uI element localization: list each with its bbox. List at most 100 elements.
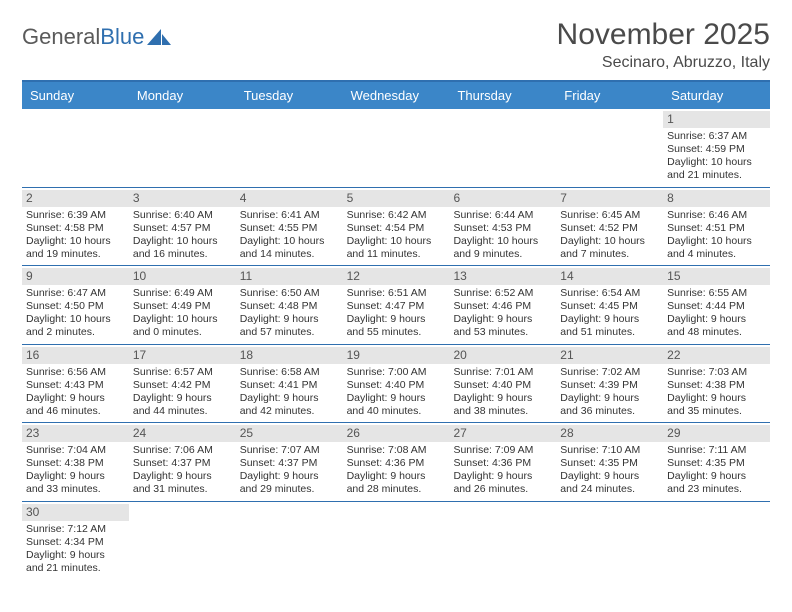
sunset-text: Sunset: 4:36 PM — [453, 457, 552, 470]
sunrise-text: Sunrise: 7:10 AM — [560, 444, 659, 457]
sunrise-text: Sunrise: 7:11 AM — [667, 444, 766, 457]
sunset-text: Sunset: 4:57 PM — [133, 222, 232, 235]
daylight-text: Daylight: 10 hours and 2 minutes. — [26, 313, 125, 339]
calendar-day-cell — [449, 502, 556, 580]
sunset-text: Sunset: 4:42 PM — [133, 379, 232, 392]
sunrise-text: Sunrise: 7:12 AM — [26, 523, 125, 536]
weekday-header: Wednesday — [343, 82, 450, 109]
calendar-day-cell — [22, 109, 129, 187]
day-number: 19 — [343, 347, 450, 364]
day-number: 21 — [556, 347, 663, 364]
calendar-day-cell: 7Sunrise: 6:45 AMSunset: 4:52 PMDaylight… — [556, 188, 663, 266]
sunrise-text: Sunrise: 7:02 AM — [560, 366, 659, 379]
daylight-text: Daylight: 9 hours and 42 minutes. — [240, 392, 339, 418]
weekday-header: Tuesday — [236, 82, 343, 109]
sunset-text: Sunset: 4:59 PM — [667, 143, 766, 156]
calendar-day-cell: 29Sunrise: 7:11 AMSunset: 4:35 PMDayligh… — [663, 423, 770, 501]
sunset-text: Sunset: 4:47 PM — [347, 300, 446, 313]
sunset-text: Sunset: 4:58 PM — [26, 222, 125, 235]
calendar-day-cell: 15Sunrise: 6:55 AMSunset: 4:44 PMDayligh… — [663, 266, 770, 344]
calendar-day-cell: 3Sunrise: 6:40 AMSunset: 4:57 PMDaylight… — [129, 188, 236, 266]
sunset-text: Sunset: 4:44 PM — [667, 300, 766, 313]
weekday-header: Saturday — [663, 82, 770, 109]
sunset-text: Sunset: 4:55 PM — [240, 222, 339, 235]
page-subtitle: Secinaro, Abruzzo, Italy — [557, 54, 770, 72]
calendar-day-cell — [129, 109, 236, 187]
calendar-day-cell: 25Sunrise: 7:07 AMSunset: 4:37 PMDayligh… — [236, 423, 343, 501]
calendar-day-cell — [129, 502, 236, 580]
sunrise-text: Sunrise: 6:45 AM — [560, 209, 659, 222]
day-number: 15 — [663, 268, 770, 285]
calendar-day-cell: 16Sunrise: 6:56 AMSunset: 4:43 PMDayligh… — [22, 345, 129, 423]
daylight-text: Daylight: 9 hours and 48 minutes. — [667, 313, 766, 339]
day-number: 6 — [449, 190, 556, 207]
calendar-day-cell — [663, 502, 770, 580]
calendar-day-cell — [343, 502, 450, 580]
sunset-text: Sunset: 4:48 PM — [240, 300, 339, 313]
sunset-text: Sunset: 4:34 PM — [26, 536, 125, 549]
sunrise-text: Sunrise: 7:00 AM — [347, 366, 446, 379]
sunrise-text: Sunrise: 6:39 AM — [26, 209, 125, 222]
sunrise-text: Sunrise: 6:58 AM — [240, 366, 339, 379]
sunset-text: Sunset: 4:45 PM — [560, 300, 659, 313]
day-number: 27 — [449, 425, 556, 442]
logo-text-general: General — [22, 24, 100, 50]
calendar-day-cell: 12Sunrise: 6:51 AMSunset: 4:47 PMDayligh… — [343, 266, 450, 344]
weekday-header-row: Sunday Monday Tuesday Wednesday Thursday… — [22, 82, 770, 109]
day-number: 13 — [449, 268, 556, 285]
sunrise-text: Sunrise: 6:40 AM — [133, 209, 232, 222]
day-number: 12 — [343, 268, 450, 285]
calendar-day-cell: 14Sunrise: 6:54 AMSunset: 4:45 PMDayligh… — [556, 266, 663, 344]
calendar-day-cell: 13Sunrise: 6:52 AMSunset: 4:46 PMDayligh… — [449, 266, 556, 344]
daylight-text: Daylight: 10 hours and 14 minutes. — [240, 235, 339, 261]
day-number: 5 — [343, 190, 450, 207]
daylight-text: Daylight: 9 hours and 46 minutes. — [26, 392, 125, 418]
logo-text-blue: Blue — [100, 24, 144, 50]
sunrise-text: Sunrise: 6:57 AM — [133, 366, 232, 379]
calendar-day-cell — [449, 109, 556, 187]
calendar: Sunday Monday Tuesday Wednesday Thursday… — [22, 80, 770, 579]
calendar-week-row: 30Sunrise: 7:12 AMSunset: 4:34 PMDayligh… — [22, 502, 770, 580]
sunrise-text: Sunrise: 6:41 AM — [240, 209, 339, 222]
sunrise-text: Sunrise: 6:49 AM — [133, 287, 232, 300]
daylight-text: Daylight: 9 hours and 28 minutes. — [347, 470, 446, 496]
weekday-header: Thursday — [449, 82, 556, 109]
day-number: 7 — [556, 190, 663, 207]
day-number: 14 — [556, 268, 663, 285]
calendar-day-cell: 28Sunrise: 7:10 AMSunset: 4:35 PMDayligh… — [556, 423, 663, 501]
calendar-day-cell: 20Sunrise: 7:01 AMSunset: 4:40 PMDayligh… — [449, 345, 556, 423]
daylight-text: Daylight: 9 hours and 26 minutes. — [453, 470, 552, 496]
calendar-day-cell: 6Sunrise: 6:44 AMSunset: 4:53 PMDaylight… — [449, 188, 556, 266]
day-number: 18 — [236, 347, 343, 364]
calendar-day-cell: 19Sunrise: 7:00 AMSunset: 4:40 PMDayligh… — [343, 345, 450, 423]
day-number: 2 — [22, 190, 129, 207]
daylight-text: Daylight: 10 hours and 11 minutes. — [347, 235, 446, 261]
day-number: 23 — [22, 425, 129, 442]
sunrise-text: Sunrise: 6:47 AM — [26, 287, 125, 300]
sunrise-text: Sunrise: 6:56 AM — [26, 366, 125, 379]
sunset-text: Sunset: 4:51 PM — [667, 222, 766, 235]
daylight-text: Daylight: 9 hours and 36 minutes. — [560, 392, 659, 418]
calendar-day-cell: 5Sunrise: 6:42 AMSunset: 4:54 PMDaylight… — [343, 188, 450, 266]
sunrise-text: Sunrise: 6:54 AM — [560, 287, 659, 300]
calendar-day-cell: 17Sunrise: 6:57 AMSunset: 4:42 PMDayligh… — [129, 345, 236, 423]
daylight-text: Daylight: 9 hours and 21 minutes. — [26, 549, 125, 575]
sunrise-text: Sunrise: 6:46 AM — [667, 209, 766, 222]
sunrise-text: Sunrise: 7:01 AM — [453, 366, 552, 379]
daylight-text: Daylight: 9 hours and 55 minutes. — [347, 313, 446, 339]
sunset-text: Sunset: 4:53 PM — [453, 222, 552, 235]
day-number: 10 — [129, 268, 236, 285]
calendar-day-cell: 26Sunrise: 7:08 AMSunset: 4:36 PMDayligh… — [343, 423, 450, 501]
calendar-day-cell: 1Sunrise: 6:37 AMSunset: 4:59 PMDaylight… — [663, 109, 770, 187]
sunset-text: Sunset: 4:43 PM — [26, 379, 125, 392]
calendar-week-row: 23Sunrise: 7:04 AMSunset: 4:38 PMDayligh… — [22, 423, 770, 502]
sunrise-text: Sunrise: 6:52 AM — [453, 287, 552, 300]
calendar-day-cell: 24Sunrise: 7:06 AMSunset: 4:37 PMDayligh… — [129, 423, 236, 501]
sunset-text: Sunset: 4:54 PM — [347, 222, 446, 235]
day-number: 22 — [663, 347, 770, 364]
day-number: 4 — [236, 190, 343, 207]
daylight-text: Daylight: 9 hours and 44 minutes. — [133, 392, 232, 418]
sunset-text: Sunset: 4:39 PM — [560, 379, 659, 392]
daylight-text: Daylight: 9 hours and 29 minutes. — [240, 470, 339, 496]
calendar-day-cell — [556, 109, 663, 187]
